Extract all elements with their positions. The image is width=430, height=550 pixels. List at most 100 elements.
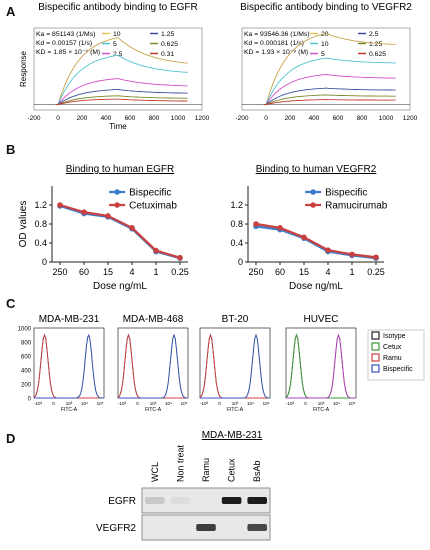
x-axis-label: Dose ng/mL <box>289 281 343 292</box>
sensorgram-panel: Bispecific antibody binding to EGFR -200 0… <box>19 2 418 131</box>
x-axis-label: Time <box>109 122 127 131</box>
x-tick-label: 250 <box>52 267 67 277</box>
series-line-0.625 <box>55 95 188 105</box>
flow-x-tick: 0 <box>304 401 307 406</box>
flow-histogram <box>200 333 271 399</box>
x-tick-label: 200 <box>285 115 296 122</box>
x-tick-label: 1000 <box>171 115 186 122</box>
flow-x-label: FITC-A <box>61 407 78 413</box>
series-line-10 <box>263 57 396 105</box>
kinetics-text: Kd = 0.00157 (1/s) <box>36 40 92 47</box>
flow-title: MDA-MB-468 <box>123 314 184 325</box>
legend-marker <box>310 202 316 208</box>
flow-title: HUVEC <box>303 314 338 325</box>
plot-frame <box>33 27 203 111</box>
panel-letter-c: C <box>6 296 16 311</box>
legend-label: 0.31 <box>161 51 174 58</box>
elisa-vegfr2-chart: Binding to human VEGFR2 0 0.4 0.8 1.2 250 60 15… <box>230 164 387 292</box>
flow-histogram <box>118 333 189 399</box>
sensorgram-vegfr2: Bispecific antibody binding to VEGFR2 -20… <box>235 2 417 122</box>
lane-label: Ramu <box>201 458 211 482</box>
blot-band <box>145 497 165 504</box>
panel-letter-a: A <box>6 4 16 19</box>
x-tick-label: 250 <box>248 267 263 277</box>
flow-histogram <box>34 333 104 399</box>
flow-histogram <box>118 333 189 399</box>
flow-title: BT-20 <box>222 314 249 325</box>
flow-x-tick: 10³ <box>66 401 73 406</box>
x-tick-label: 0.25 <box>367 267 385 277</box>
data-point-Ramucirumab <box>301 234 307 241</box>
y-tick-label: 1.2 <box>230 200 243 210</box>
blot-band <box>221 497 242 504</box>
flow-x-tick: 10⁵ <box>263 401 270 406</box>
x-tick-label: -200 <box>27 115 40 122</box>
legend-label: 2.5 <box>113 51 123 58</box>
legend-label: Bispecific <box>129 188 171 199</box>
data-point-Cetuximab <box>81 209 87 215</box>
flow-legend-swatch <box>371 353 380 362</box>
x-tick-label: 60 <box>275 267 285 277</box>
flow-legend-label: Isotype <box>383 333 406 340</box>
data-point-Cetuximab <box>153 247 159 254</box>
elisa-panel: Binding to human EGFR 0 0.4 0.8 1.2 250 60 15 4 1… <box>18 164 388 292</box>
chart-title: Bispecific antibody binding to EGFR <box>38 2 198 13</box>
y-tick-label: 0.4 <box>34 238 47 248</box>
flow-histogram <box>33 333 104 399</box>
series-line-1.25 <box>263 94 396 105</box>
data-point-Cetuximab <box>105 213 111 219</box>
flow-legend-swatch <box>371 342 380 351</box>
data-point-Ramucirumab <box>373 254 379 261</box>
x-axis-label: Dose ng/mL <box>93 281 147 292</box>
data-point-Cetuximab <box>57 202 63 208</box>
data-point-Ramucirumab <box>349 251 355 258</box>
legend-label: 1.25 <box>369 41 382 48</box>
blot-row-label: EGFR <box>108 496 136 507</box>
x-tick-label: 15 <box>103 267 113 277</box>
flow-x-tick: 0 <box>136 401 139 406</box>
chart-title: Binding to human EGFR <box>66 164 174 175</box>
x-tick-label: 0 <box>264 115 268 122</box>
legend-label: Bispecific <box>325 188 367 199</box>
x-tick-label: 15 <box>299 267 309 277</box>
flow-x-tick: -10³ <box>200 401 209 406</box>
series-line-5 <box>55 54 188 105</box>
data-point-Cetuximab <box>129 225 135 231</box>
legend-label: 0.625 <box>369 51 386 58</box>
western-blot-panel: MDA-MB-231 WCL Non treat Ramu Cetux BsAb EGFR V… <box>96 430 271 541</box>
flow-histogram <box>199 333 270 399</box>
flow-x-tick: 10⁴ <box>81 401 88 406</box>
y-tick-label: 0.8 <box>34 219 47 229</box>
x-tick-label: 4 <box>129 267 134 277</box>
flow-legend-swatch <box>371 364 380 373</box>
legend-label: 1.25 <box>161 31 174 38</box>
flow-y-tick: 200 <box>21 383 32 389</box>
flow-x-tick: 10³ <box>150 401 157 406</box>
flow-x-tick: 10³ <box>232 401 239 406</box>
flow-x-tick: 10⁵ <box>349 401 356 406</box>
legend-label: 2.5 <box>369 31 379 38</box>
lane-label: Non treat <box>175 444 185 482</box>
flow-x-tick: -10³ <box>118 401 127 406</box>
flow-x-tick: 0 <box>52 401 55 406</box>
x-tick-label: 4 <box>325 267 330 277</box>
flow-legend-label: Ramu <box>383 355 402 362</box>
kinetics-text: Ka = 851143 (1/Ms) <box>36 31 95 38</box>
lane-label: BsAb <box>252 460 262 482</box>
x-tick-label: 1 <box>349 267 354 277</box>
flow-x-tick: 10⁴ <box>333 401 340 406</box>
flow-y-tick: 800 <box>21 341 32 347</box>
legend-label: 10 <box>321 41 329 48</box>
series-line-5 <box>263 74 396 105</box>
flow-y-tick: 400 <box>21 369 32 375</box>
x-tick-label: 200 <box>77 115 88 122</box>
flow-x-tick: 10⁴ <box>165 401 172 406</box>
x-tick-label: 0 <box>56 115 60 122</box>
panel-letter-d: D <box>6 431 16 446</box>
series-line-20 <box>263 33 396 105</box>
flow-y-tick: 1000 <box>18 327 32 333</box>
blot-band <box>247 524 267 531</box>
plot-frame <box>241 27 411 111</box>
